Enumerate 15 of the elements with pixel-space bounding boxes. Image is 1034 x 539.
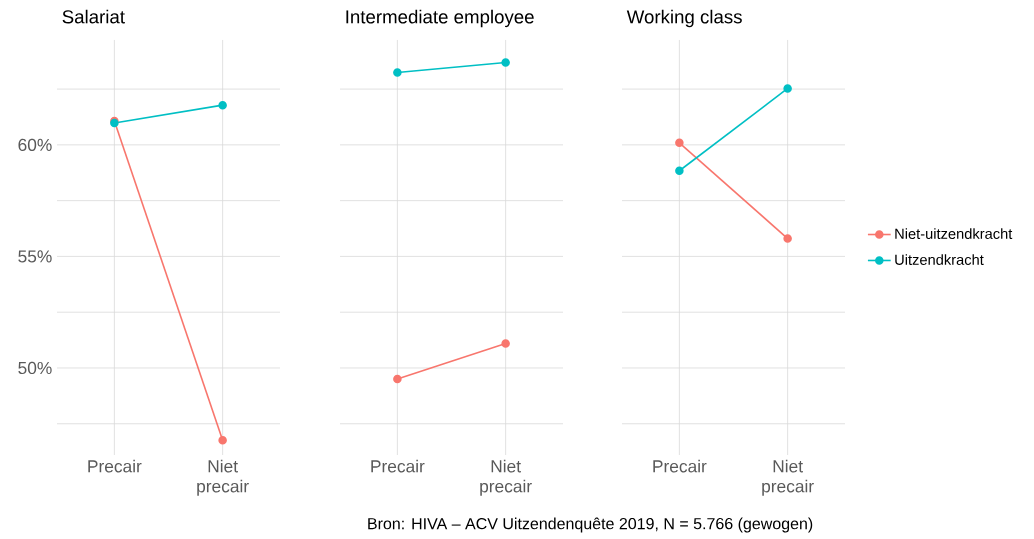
y-tick-label: 50%	[18, 361, 52, 375]
y-tick-label: 60%	[18, 138, 52, 151]
x-tick-label: Niet precair	[480, 459, 532, 496]
legend-label: Uitzendkracht	[895, 254, 984, 265]
y-tick-label: 55%	[18, 250, 52, 263]
x-tick-label: Precair	[88, 459, 142, 473]
x-tick-label: Precair	[371, 459, 425, 473]
x-tick-label: Niet precair	[197, 459, 249, 496]
chart-title: Working class	[626, 9, 742, 28]
chart-title: Intermediate employee	[346, 9, 534, 28]
text: Bron: HIVA – ACV Uitzendenquête 2019, N = 5.766 (gewogen)	[368, 517, 813, 533]
x-tick-label: Precair	[653, 459, 707, 473]
chart-title: Salariat	[62, 9, 125, 24]
x-tick-label: Niet precair	[762, 459, 814, 496]
legend-label: Niet-uitzendkracht	[895, 228, 1013, 239]
